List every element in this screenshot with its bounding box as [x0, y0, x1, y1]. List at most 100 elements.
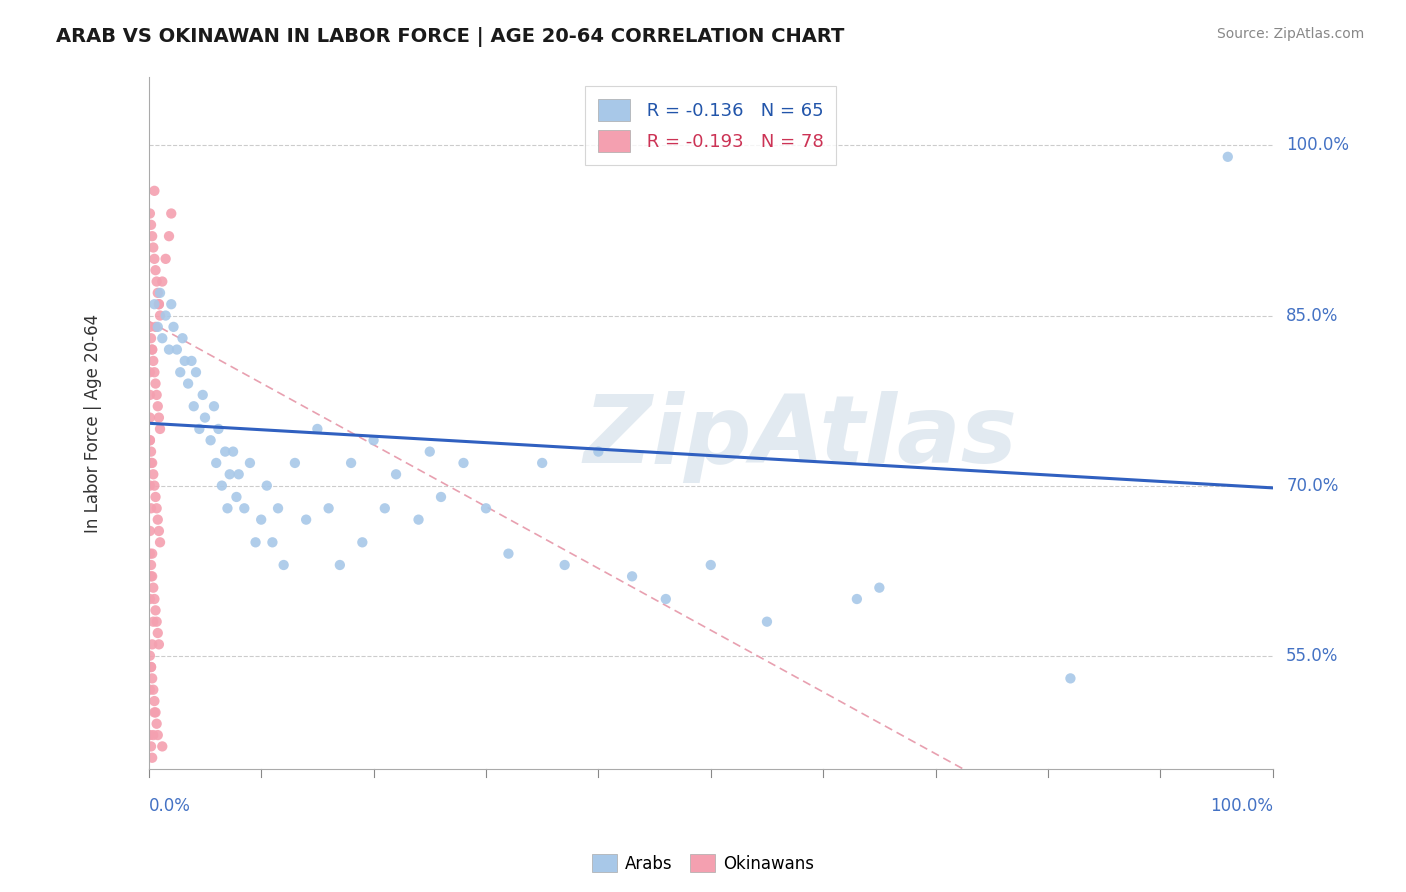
Point [148, 637, 170, 651]
Point [143, 297, 166, 311]
Point [222, 444, 245, 458]
Point [139, 456, 162, 470]
Point [385, 467, 408, 482]
Point [588, 444, 610, 458]
Point [262, 535, 284, 549]
Point [139, 728, 162, 742]
Point [145, 388, 167, 402]
Point [531, 456, 554, 470]
Text: 55.0%: 55.0% [1286, 647, 1339, 665]
Point [141, 637, 163, 651]
Point [143, 184, 166, 198]
Point [184, 365, 207, 379]
Point [145, 275, 167, 289]
Point [139, 434, 162, 448]
Point [139, 206, 162, 220]
Point [207, 422, 229, 436]
Point [169, 365, 191, 379]
Text: 85.0%: 85.0% [1286, 307, 1339, 325]
Point [145, 615, 167, 629]
Point [250, 513, 273, 527]
Point [139, 501, 162, 516]
Point [142, 240, 165, 254]
Point [267, 501, 290, 516]
Point [150, 331, 173, 345]
Point [149, 535, 172, 549]
Point [188, 422, 211, 436]
Point [139, 660, 162, 674]
Point [146, 626, 169, 640]
Point [155, 309, 177, 323]
Point [139, 218, 162, 232]
Point [141, 547, 163, 561]
Point [214, 444, 236, 458]
Point [142, 728, 165, 742]
Point [139, 739, 162, 754]
Point [139, 478, 162, 492]
Point [146, 513, 169, 527]
Point [183, 399, 205, 413]
Point [148, 297, 170, 311]
Point [655, 592, 678, 607]
Point [868, 581, 890, 595]
Point [1216, 150, 1239, 164]
Point [141, 229, 163, 244]
Point [233, 501, 256, 516]
Point [430, 490, 453, 504]
Point [143, 592, 166, 607]
Point [177, 376, 200, 391]
Point [145, 376, 167, 391]
Point [475, 501, 498, 516]
Point [419, 444, 441, 458]
Point [139, 682, 162, 697]
Point [142, 615, 165, 629]
Point [755, 615, 778, 629]
Point [146, 399, 169, 413]
Point [139, 388, 162, 402]
Legend:  R = -0.136   N = 65,  R = -0.193   N = 78: R = -0.136 N = 65, R = -0.193 N = 78 [585, 87, 837, 165]
Point [139, 558, 162, 572]
Point [160, 206, 183, 220]
Point [149, 422, 172, 436]
Point [211, 478, 233, 492]
Point [307, 422, 329, 436]
Point [172, 331, 194, 345]
Point [217, 501, 239, 516]
Point [148, 297, 170, 311]
Point [180, 354, 202, 368]
Point [162, 319, 184, 334]
Point [225, 490, 247, 504]
Point [150, 275, 173, 289]
Point [352, 535, 374, 549]
Point [408, 513, 430, 527]
Text: In Labor Force | Age 20-64: In Labor Force | Age 20-64 [83, 314, 101, 533]
Point [453, 456, 475, 470]
Point [194, 410, 217, 425]
Point [139, 648, 162, 663]
Point [148, 410, 170, 425]
Point [150, 739, 173, 754]
Point [141, 343, 163, 357]
Point [142, 354, 165, 368]
Point [149, 309, 172, 323]
Point [273, 558, 295, 572]
Point [139, 410, 162, 425]
Point [142, 467, 165, 482]
Point [139, 660, 162, 674]
Point [363, 434, 385, 448]
Point [148, 524, 170, 538]
Point [143, 365, 166, 379]
Point [374, 501, 396, 516]
Point [139, 319, 162, 334]
Text: ZipAtlas: ZipAtlas [583, 391, 1018, 483]
Point [139, 331, 162, 345]
Point [139, 365, 162, 379]
Point [145, 490, 167, 504]
Point [142, 581, 165, 595]
Point [621, 569, 644, 583]
Point [166, 343, 188, 357]
Point [143, 694, 166, 708]
Legend: Arabs, Okinawans: Arabs, Okinawans [585, 847, 821, 880]
Point [256, 478, 278, 492]
Point [228, 467, 250, 482]
